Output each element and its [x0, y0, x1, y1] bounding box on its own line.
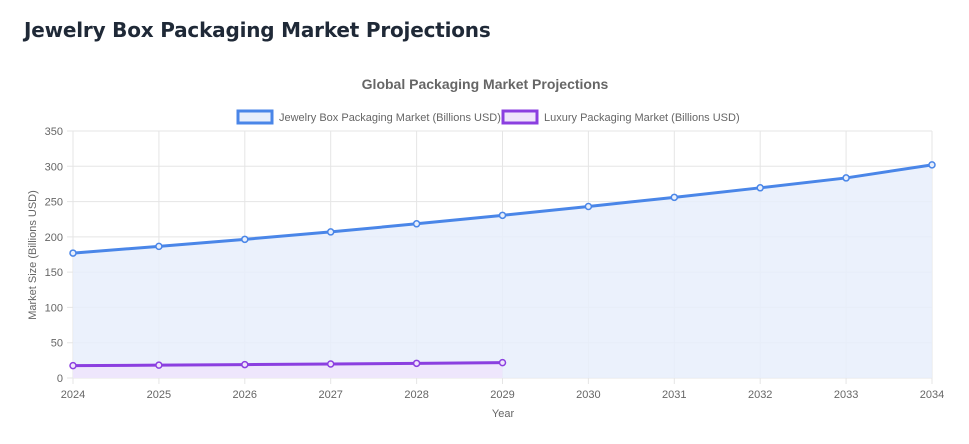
- data-point-jewelry: [69, 249, 77, 257]
- y-tick-label: 350: [45, 126, 63, 138]
- x-tick-label: 2030: [576, 389, 600, 401]
- x-tick-label: 2028: [404, 389, 428, 401]
- data-point-jewelry: [498, 211, 507, 220]
- data-point-jewelry: [412, 220, 421, 228]
- chart-title: Global Packaging Market Projections: [362, 76, 609, 92]
- x-tick-label: 2029: [490, 389, 514, 401]
- x-tick-label: 2024: [61, 389, 85, 401]
- y-axis-ticks: 0 50 100 150 200 250 300 350: [45, 126, 63, 385]
- legend-swatch-jewelry: [236, 109, 274, 125]
- legend-label-jewelry: Jewelry Box Packaging Market (Billions U…: [279, 112, 501, 124]
- data-point-jewelry: [155, 242, 163, 251]
- y-axis-label: Market Size (Billions USD): [27, 190, 39, 320]
- legend-item-jewelry[interactable]: Jewelry Box Packaging Market (Billions U…: [236, 109, 501, 125]
- legend-label-luxury: Luxury Packaging Market (Billions USD): [544, 112, 740, 124]
- data-point-luxury: [412, 359, 421, 368]
- x-tick-label: 2031: [662, 389, 686, 401]
- legend-swatch-luxury: [501, 109, 539, 125]
- data-point-jewelry: [326, 228, 335, 236]
- x-tick-label: 2034: [920, 389, 944, 401]
- y-tick-label: 150: [45, 267, 63, 279]
- data-point-luxury: [326, 360, 335, 368]
- x-axis-ticks: 2024 2025 2026 2027 2028 2029 2030 2031 2032 2033…: [61, 389, 944, 401]
- legend-item-luxury[interactable]: Luxury Packaging Market (Billions USD): [501, 109, 740, 125]
- legend: Jewelry Box Packaging Market (Billions U…: [236, 109, 740, 125]
- y-tick-label: 50: [51, 338, 63, 350]
- data-point-luxury: [69, 361, 77, 370]
- data-point-jewelry: [241, 235, 249, 244]
- y-tick-label: 250: [45, 197, 63, 209]
- y-tick-label: 300: [45, 161, 63, 173]
- data-point-jewelry: [670, 193, 679, 202]
- series-fill-jewelry: [73, 164, 932, 378]
- data-point-jewelry: [756, 184, 764, 192]
- y-tick-label: 200: [45, 232, 63, 244]
- series-points: [69, 161, 936, 370]
- x-tick-label: 2026: [233, 389, 257, 401]
- data-point-jewelry: [842, 174, 850, 182]
- data-point-luxury: [498, 358, 507, 367]
- data-point-luxury: [241, 360, 249, 369]
- data-point-jewelry: [584, 202, 593, 211]
- series-line-luxury: [71, 361, 504, 368]
- x-axis-label: Year: [492, 408, 515, 420]
- page-title: Jewelry Box Packaging Market Projections: [24, 18, 491, 42]
- x-tick-label: 2025: [147, 389, 171, 401]
- y-tick-label: 100: [45, 302, 63, 314]
- x-tick-label: 2027: [318, 389, 342, 401]
- y-tick-label: 0: [57, 373, 63, 385]
- x-tick-label: 2033: [834, 389, 858, 401]
- data-point-luxury: [155, 361, 163, 369]
- x-tick-label: 2032: [748, 389, 772, 401]
- data-point-jewelry: [928, 161, 936, 169]
